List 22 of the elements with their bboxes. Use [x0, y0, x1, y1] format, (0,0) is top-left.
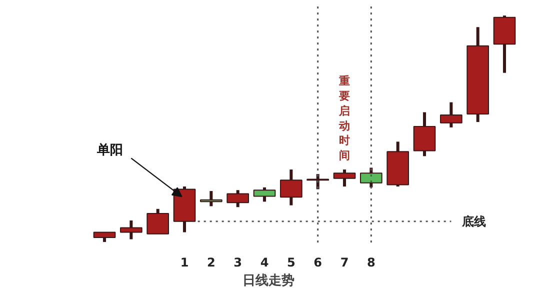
x-tick-label: 4: [260, 256, 269, 270]
ref-line-label: 底线: [460, 214, 486, 228]
annotation: 单阳: [96, 142, 123, 158]
candlestick: [280, 170, 302, 206]
candlestick: [226, 190, 249, 208]
x-tick-label: 7: [340, 256, 349, 270]
x-axis-title: 日线走势: [242, 272, 294, 288]
candlestick: [93, 232, 116, 242]
candlestick: [253, 187, 276, 202]
x-tick-label: 2: [206, 256, 216, 270]
candlestick: [120, 220, 142, 240]
x-tick-label: 8: [366, 256, 376, 270]
x-tick-label: 3: [234, 256, 242, 270]
x-tick-label: 5: [286, 256, 296, 270]
x-tick-label: 1: [180, 256, 189, 270]
candlestick: [146, 208, 169, 234]
candlestick: [440, 102, 462, 128]
candlestick: [360, 168, 382, 188]
candlestick: [200, 191, 222, 206]
candlestick: [333, 170, 356, 186]
x-tick-label: 6: [314, 256, 322, 270]
annotation: 重要启动时间: [338, 74, 350, 162]
